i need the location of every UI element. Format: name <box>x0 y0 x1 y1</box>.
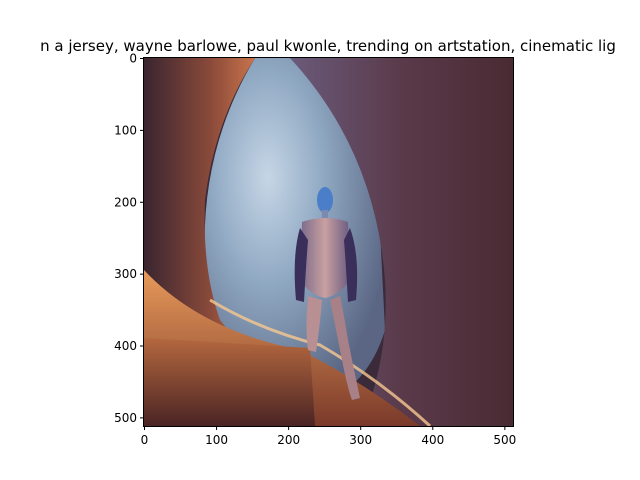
y-tick-label: 100 <box>114 123 137 137</box>
plot-image <box>144 58 513 426</box>
figure-head <box>317 187 333 213</box>
x-tick-label: 0 <box>141 433 149 447</box>
x-tick-label: 400 <box>421 433 444 447</box>
x-tick-label: 300 <box>349 433 372 447</box>
y-tick-label: 300 <box>114 267 137 281</box>
x-tick-label: 500 <box>493 433 516 447</box>
y-tick-label: 400 <box>114 339 137 353</box>
x-tick-label: 100 <box>205 433 228 447</box>
y-axis: 0 100 200 300 400 500 <box>114 52 144 425</box>
chart-title: n a jersey, wayne barlowe, paul kwonle, … <box>40 37 616 55</box>
y-tick-label: 200 <box>114 195 137 209</box>
x-tick-label: 200 <box>277 433 300 447</box>
y-tick-label: 0 <box>129 52 137 66</box>
x-axis: 0 100 200 300 400 500 <box>141 426 517 447</box>
y-tick-label: 500 <box>114 411 137 425</box>
foreground-block <box>144 338 315 426</box>
